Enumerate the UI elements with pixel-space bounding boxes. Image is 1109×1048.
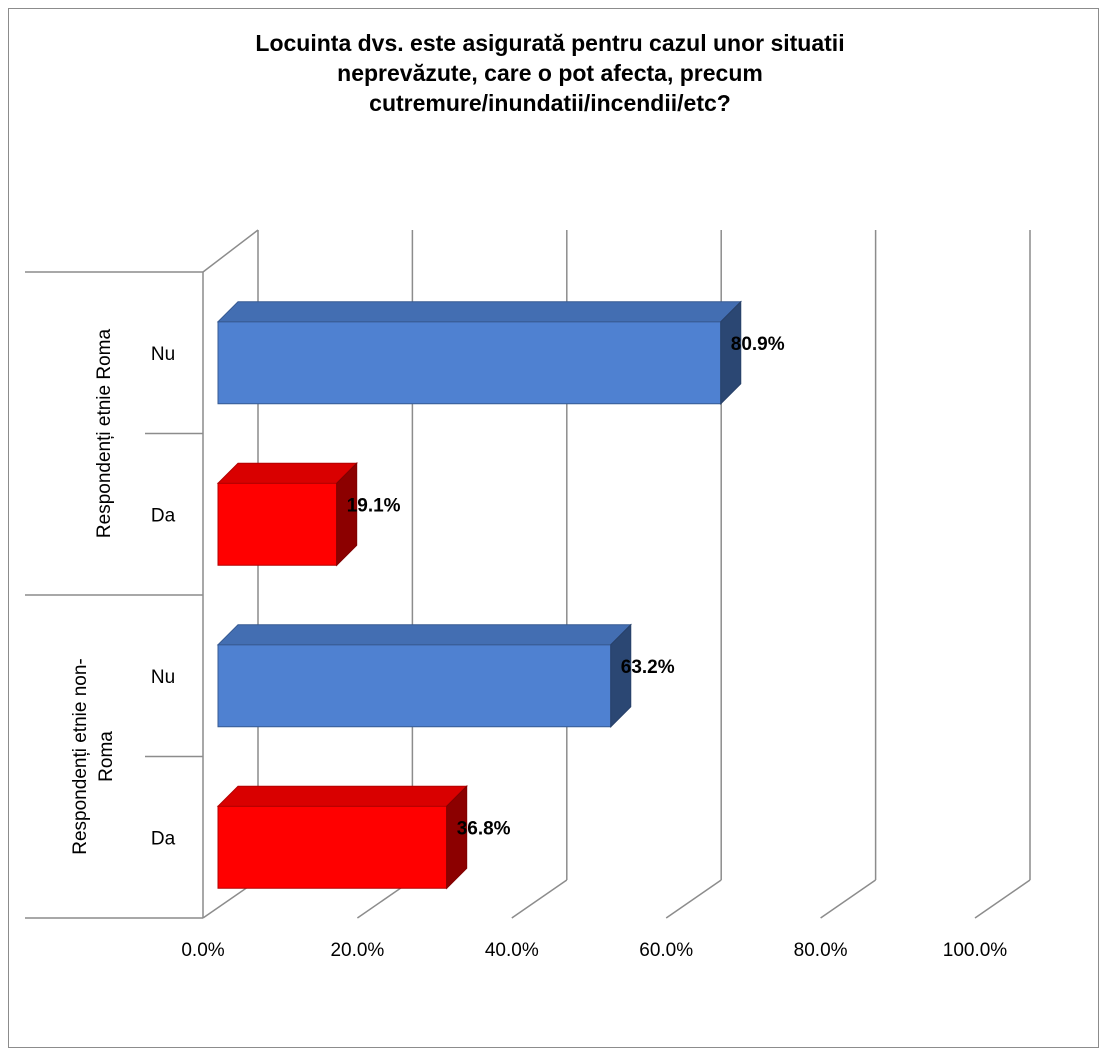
category-label-1-1: Da [151, 828, 176, 849]
labels: 0.0% 20.0% 40.0% 60.0% 80.0% 100.0% 80.9% Nu 19.… [70, 329, 1007, 961]
bar-top-0-0 [216, 301, 742, 323]
bar-top-0-1 [216, 462, 358, 484]
x-tick-label-0: 0.0% [181, 940, 224, 961]
chart-title-line-2: neprevăzute, care o pot afecta, precum [337, 60, 763, 86]
chart-title-line-1: Locuinta dvs. este asigurată pentru cazu… [255, 30, 845, 56]
x-tick-label-2: 40.0% [485, 940, 539, 961]
group-label-1-line-0: Respondenți etnie non- [70, 658, 91, 854]
bar-side-1-0 [610, 623, 632, 728]
bar-top-1-0 [216, 624, 632, 646]
data-label-0-0: 80.9% [731, 334, 785, 355]
floor-gridline-5 [974, 879, 1031, 919]
data-label-1-1: 36.8% [457, 818, 511, 839]
chart-title: Locuinta dvs. este asigurată pentru cazu… [120, 28, 980, 118]
category-label-0-0: Nu [151, 344, 175, 365]
bar-side-0-0 [720, 300, 742, 405]
category-label-0-1: Da [151, 505, 176, 526]
chart-title-line-3: cutremure/inundatii/incendii/etc? [369, 90, 731, 116]
floor-gridline-4 [820, 879, 877, 919]
bars [216, 300, 742, 890]
group-label-0: Respondenți etnie Roma [94, 329, 115, 539]
axes [25, 229, 259, 919]
x-tick-label-1: 20.0% [330, 940, 384, 961]
x-tick-label-4: 80.0% [794, 940, 848, 961]
category-label-1-0: Nu [151, 667, 175, 688]
bar-side-1-1 [446, 785, 468, 890]
data-label-0-1: 19.1% [347, 495, 401, 516]
bar-1-1 [217, 805, 448, 889]
group-label-1: Respondenți etnie non- Roma [70, 658, 117, 854]
x-tick-label-5: 100.0% [943, 940, 1008, 961]
side-wall-top [202, 229, 259, 273]
data-label-1-0: 63.2% [621, 657, 675, 678]
bar-0-0 [217, 321, 722, 405]
bar-1-0 [217, 644, 612, 728]
bar-0-1 [217, 482, 338, 566]
floor-gridline-2 [511, 879, 568, 919]
group-label-1-line-1: Roma [96, 731, 117, 782]
x-tick-label-3: 60.0% [639, 940, 693, 961]
bar-side-0-1 [336, 462, 358, 567]
bar-top-1-1 [216, 785, 468, 807]
floor-gridline-3 [665, 879, 722, 919]
